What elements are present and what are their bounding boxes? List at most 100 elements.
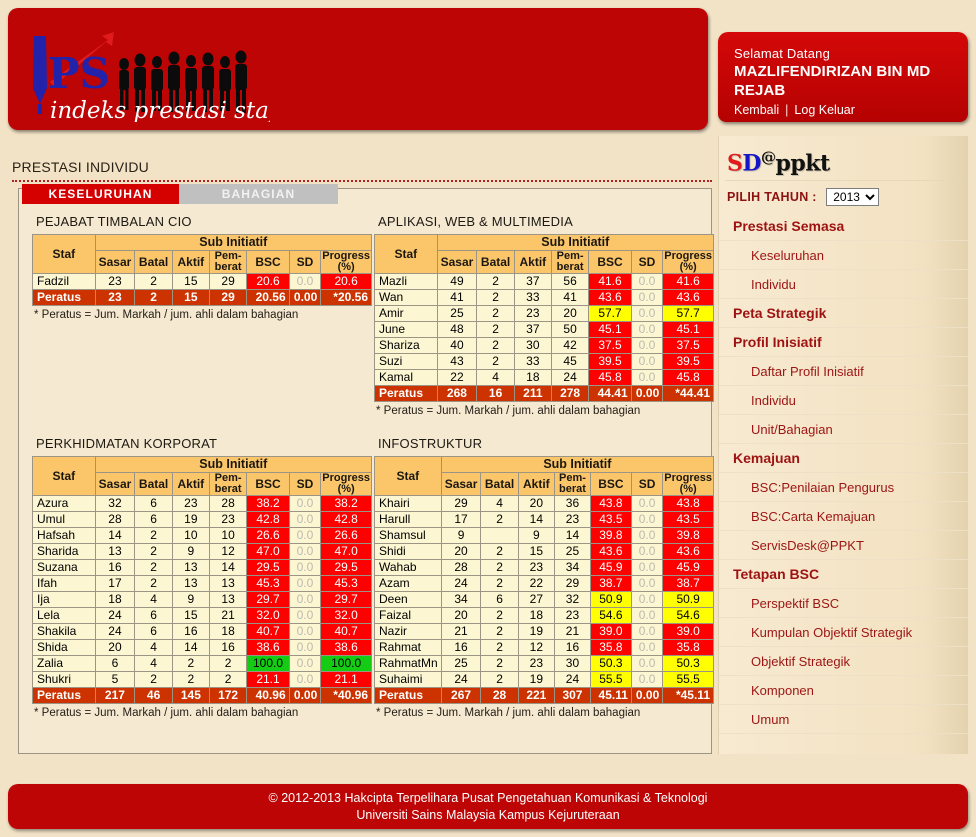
cell-pemberat: 25 xyxy=(553,543,591,560)
cell-progress: 29.5 xyxy=(320,559,372,576)
cell-progress: 20.6 xyxy=(320,273,372,290)
table-title: APLIKASI, WEB & MULTIMEDIA xyxy=(378,214,573,229)
cell-total-label: Peratus xyxy=(374,385,438,402)
table-total-row: Peratus 217 46 145 172 40.96 0.00 *40.96 xyxy=(32,687,372,704)
sidebar-item-bsc-penilaian-pengurus[interactable]: BSC:Penilaian Pengurus xyxy=(719,473,968,503)
sidebar-item-umum[interactable]: Umum xyxy=(719,705,968,735)
cell-staf: Mazli xyxy=(374,273,438,290)
cell-batal: 2 xyxy=(480,511,519,528)
cell-pemberat: 2 xyxy=(208,655,248,672)
sidebar-item-tetapan-bsc[interactable]: Tetapan BSC xyxy=(719,560,968,590)
welcome-panel: Selamat Datang MAZLIFENDIRIZAN BIN MD RE… xyxy=(718,32,968,122)
cell-sd: 0.0 xyxy=(630,575,664,592)
cell-aktif: 15 xyxy=(171,607,210,624)
cell-aktif: 9 xyxy=(171,543,210,560)
cell-total-batal: 2 xyxy=(134,289,173,306)
sidebar-item-prestasi-semasa[interactable]: Prestasi Semasa xyxy=(719,212,968,242)
sidebar-item-individu[interactable]: Individu xyxy=(719,270,968,300)
cell-batal: 2 xyxy=(480,623,519,640)
performance-table: Staf Sub Initiatif Sasar Batal Aktif Pem-bera… xyxy=(32,456,373,704)
col-header-aktif: Aktif xyxy=(513,250,552,274)
cell-sasar: 40 xyxy=(436,337,478,354)
sidebar-item-servisdesk-ppkt[interactable]: ServisDesk@PPKT xyxy=(719,531,968,561)
cell-pemberat: 30 xyxy=(553,655,591,672)
cell-aktif: 22 xyxy=(517,575,555,592)
sidebar-item-peta-strategik[interactable]: Peta Strategik xyxy=(719,299,968,329)
sidebar-item-profil-inisiatif[interactable]: Profil Inisiatif xyxy=(719,328,968,358)
cell-progress: 47.0 xyxy=(320,543,372,560)
cell-batal: 2 xyxy=(476,289,515,306)
cell-pemberat: 36 xyxy=(553,495,591,512)
cell-progress: 40.7 xyxy=(320,623,372,640)
cell-sd: 0.0 xyxy=(630,559,664,576)
cell-aktif: 16 xyxy=(171,623,210,640)
sidebar-item-kemajuan[interactable]: Kemajuan xyxy=(719,444,968,474)
tab-bahagian[interactable]: BAHAGIAN xyxy=(179,184,338,204)
cell-staf: Rahmat xyxy=(374,639,442,656)
cell-pemberat: 29 xyxy=(553,575,591,592)
cell-bsc: 45.9 xyxy=(589,559,632,576)
sidebar-item-unit-bahagian[interactable]: Unit/Bahagian xyxy=(719,415,968,445)
cell-sd: 0.0 xyxy=(630,607,664,624)
col-header-sd: SD xyxy=(630,472,664,496)
cell-staf: Suhaimi xyxy=(374,671,442,688)
cell-total-progress: *45.11 xyxy=(662,687,714,704)
cell-sd: 0.0 xyxy=(288,655,322,672)
year-select[interactable]: 2013 xyxy=(826,188,880,207)
cell-staf: Shakila xyxy=(32,623,96,640)
cell-batal: 2 xyxy=(480,671,519,688)
sidebar-item-daftar-profil-inisiatif[interactable]: Daftar Profil Inisiatif xyxy=(719,357,968,387)
cell-pemberat: 2 xyxy=(208,671,248,688)
cell-total-bsc: 44.41 xyxy=(588,385,632,402)
cell-bsc: 50.9 xyxy=(589,591,632,608)
kembali-link[interactable]: Kembali xyxy=(734,103,780,117)
tab-keseluruhan[interactable]: KESELURUHAN xyxy=(22,184,179,204)
cell-sasar: 21 xyxy=(440,623,482,640)
cell-sd: 0.0 xyxy=(288,543,322,560)
cell-sasar: 20 xyxy=(440,607,482,624)
cell-aktif: 37 xyxy=(513,273,552,290)
cell-bsc: 38.2 xyxy=(246,495,290,512)
cell-staf: Umul xyxy=(32,511,96,528)
cell-staf: Hafsah xyxy=(32,527,96,544)
cell-batal: 2 xyxy=(480,639,519,656)
table-row: Ija 18 4 9 13 29.7 0.0 29.7 xyxy=(32,591,372,608)
cell-aktif: 23 xyxy=(517,559,555,576)
cell-progress: 26.6 xyxy=(320,527,372,544)
table-row: Deen 34 6 27 32 50.9 0.0 50.9 xyxy=(374,591,714,608)
sidebar-item-bsc-carta-kemajuan[interactable]: BSC:Carta Kemajuan xyxy=(719,502,968,532)
cell-sasar: 9 xyxy=(440,527,482,544)
cell-sasar: 13 xyxy=(94,543,136,560)
table-title: PEJABAT TIMBALAN CIO xyxy=(36,214,192,229)
log-keluar-link[interactable]: Log Keluar xyxy=(794,103,855,117)
sidebar-item-keseluruhan[interactable]: Keseluruhan xyxy=(719,241,968,271)
cell-total-bsc: 40.96 xyxy=(246,687,290,704)
sidebar-item-objektif-strategik[interactable]: Objektif Strategik xyxy=(719,647,968,677)
col-header-staf: Staf xyxy=(32,456,96,496)
sidebar: SD@ppkt PILIH TAHUN : 2013 Prestasi Sema… xyxy=(718,136,968,754)
cell-total-label: Peratus xyxy=(32,289,96,306)
cell-sd: 0.0 xyxy=(630,511,664,528)
cell-pemberat: 21 xyxy=(208,607,248,624)
cell-total-batal: 46 xyxy=(134,687,173,704)
cell-progress: 100.0 xyxy=(320,655,372,672)
table-row: Shukri 5 2 2 2 21.1 0.0 21.1 xyxy=(32,671,372,688)
sidebar-item-perspektif-bsc[interactable]: Perspektif BSC xyxy=(719,589,968,619)
sidebar-item-kumpulan-objektif-strategik[interactable]: Kumpulan Objektif Strategik xyxy=(719,618,968,648)
table-row: Suzi 43 2 33 45 39.5 0.0 39.5 xyxy=(374,353,714,370)
sidebar-menu: Prestasi Semasa Keseluruhan Individu Peta S… xyxy=(719,212,968,735)
cell-batal: 4 xyxy=(476,369,515,386)
cell-staf: RahmatMn xyxy=(374,655,442,672)
table-row: Suhaimi 24 2 19 24 55.5 0.0 55.5 xyxy=(374,671,714,688)
sidebar-item-komponen[interactable]: Komponen xyxy=(719,676,968,706)
cell-pemberat: 10 xyxy=(208,527,248,544)
cell-progress: 43.8 xyxy=(662,495,714,512)
cell-sd: 0.0 xyxy=(630,671,664,688)
cell-total-sd: 0.00 xyxy=(288,289,322,306)
cell-aktif: 13 xyxy=(171,575,210,592)
cell-sd: 0.0 xyxy=(288,511,322,528)
sidebar-item-individu[interactable]: Individu xyxy=(719,386,968,416)
cell-sd: 0.0 xyxy=(288,591,322,608)
cell-sasar: 28 xyxy=(94,511,136,528)
col-header-group: Sub Initiatif xyxy=(94,234,373,251)
